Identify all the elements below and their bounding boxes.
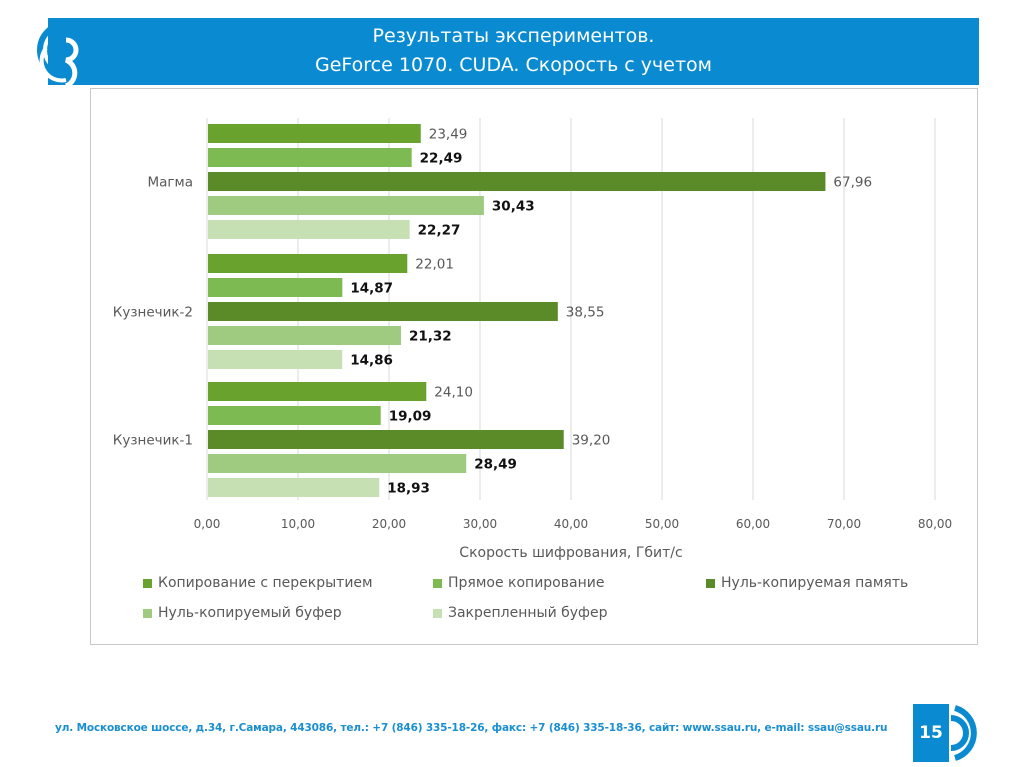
bar <box>208 454 467 473</box>
legend-label: Копирование с перекрытием <box>158 575 373 591</box>
data-label: 30,43 <box>492 199 535 215</box>
x-tick-label: 30,00 <box>463 517 497 531</box>
x-tick-label: 80,00 <box>918 517 952 531</box>
legend-swatch <box>143 578 152 588</box>
category-label: Кузнечик-2 <box>113 305 193 321</box>
legend-item: Прямое копирование <box>433 575 604 591</box>
data-label: 28,49 <box>474 457 517 473</box>
bar <box>208 124 421 143</box>
data-label: 14,86 <box>350 353 393 369</box>
bar <box>208 278 343 297</box>
x-tick-label: 0,00 <box>194 517 221 531</box>
data-label: 22,49 <box>420 151 463 167</box>
legend-swatch <box>706 578 715 588</box>
legend-label: Закрепленный буфер <box>448 605 608 621</box>
legend-label: Прямое копирование <box>448 575 605 591</box>
category-label: Магма <box>148 175 193 191</box>
bar <box>208 196 484 215</box>
data-label: 21,32 <box>409 329 452 345</box>
bar <box>208 350 343 369</box>
footer-contacts: ул. Московское шоссе, д.34, г.Самара, 44… <box>55 722 888 734</box>
bar <box>208 430 564 449</box>
data-label: 23,49 <box>429 127 468 143</box>
legend-label: Нуль-копируемая память <box>721 575 909 591</box>
data-label: 14,87 <box>350 281 393 297</box>
slide-title: Результаты экспериментов. GeForce 1070. … <box>48 22 979 80</box>
page-number: 15 <box>913 704 949 762</box>
data-label: 24,10 <box>434 385 473 401</box>
bar <box>208 406 381 425</box>
x-axis-title: Скорость шифрования, Гбит/с <box>459 545 682 561</box>
x-tick-label: 20,00 <box>372 517 406 531</box>
x-tick-label: 40,00 <box>554 517 588 531</box>
x-tick-label: 60,00 <box>736 517 770 531</box>
title-banner <box>48 18 979 85</box>
legend-item: Нуль-копируемый буфер <box>143 605 342 621</box>
bar <box>208 148 412 167</box>
slide-title-line2: GeForce 1070. CUDA. Скорость с учетом <box>315 54 712 76</box>
data-label: 18,93 <box>387 481 430 497</box>
page-badge-arcs-icon <box>950 705 977 761</box>
data-label: 22,01 <box>415 257 454 273</box>
legend-swatch <box>433 608 442 618</box>
bar <box>208 382 427 401</box>
legend-label: Нуль-копируемый буфер <box>158 605 342 621</box>
category-label: Кузнечик-1 <box>113 433 193 449</box>
bar <box>208 254 408 273</box>
bar <box>208 302 558 321</box>
legend-swatch <box>433 578 442 588</box>
x-tick-label: 10,00 <box>281 517 315 531</box>
data-label: 39,20 <box>572 433 611 449</box>
bar <box>208 220 410 239</box>
data-label: 19,09 <box>389 409 432 425</box>
legend-item: Копирование с перекрытием <box>143 575 373 591</box>
slide-title-line1: Результаты экспериментов. <box>372 25 655 47</box>
legend-swatch <box>143 608 152 618</box>
data-label: 22,27 <box>418 223 461 239</box>
data-label: 67,96 <box>833 175 872 191</box>
legend-item: Закрепленный буфер <box>433 605 608 621</box>
bar <box>208 478 380 497</box>
bar <box>208 326 402 345</box>
legend-item: Нуль-копируемая память <box>706 575 908 591</box>
x-tick-label: 70,00 <box>827 517 861 531</box>
ssau-logo-icon <box>37 21 79 88</box>
bar <box>208 172 826 191</box>
data-label: 38,55 <box>566 305 605 321</box>
x-tick-label: 50,00 <box>645 517 679 531</box>
